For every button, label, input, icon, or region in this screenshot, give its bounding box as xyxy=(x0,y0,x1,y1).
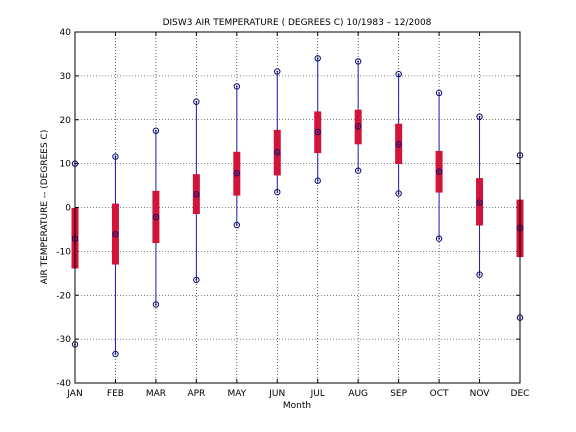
median-marker-oct xyxy=(435,168,443,175)
min-marker-dot-aug xyxy=(357,169,360,172)
y-tick-labels: -40 -30 -20 -10 0 10 20 30 40 xyxy=(56,28,71,389)
y-tick-label: -20 xyxy=(56,291,71,301)
max-marker-dot-feb xyxy=(114,155,117,158)
y-tick-label: -10 xyxy=(56,247,71,257)
x-tick-label: MAY xyxy=(227,389,246,399)
grid xyxy=(74,31,521,384)
min-marker-dot-may xyxy=(235,224,238,226)
markers xyxy=(71,55,524,358)
median-marker-dot-jun xyxy=(276,151,279,154)
median-marker-dot-aug xyxy=(357,125,360,128)
max-marker-jun xyxy=(274,68,281,75)
y-tick-label: 30 xyxy=(60,72,72,82)
max-marker-oct xyxy=(435,89,443,97)
x-tick-label: FEB xyxy=(107,389,124,399)
median-marker-mar xyxy=(152,213,160,221)
median-marker-dot-feb xyxy=(114,233,117,236)
min-marker-mar xyxy=(152,301,160,308)
max-marker-dot-sep xyxy=(397,73,400,76)
min-marker-dot-jun xyxy=(276,191,279,194)
chart-title: DISW3 AIR TEMPERATURE ( DEGREES C) 10/19… xyxy=(163,18,432,28)
max-marker-apr xyxy=(193,98,200,105)
min-marker-dot-mar xyxy=(155,303,157,306)
plot-frame xyxy=(74,31,521,384)
median-marker-sep xyxy=(395,141,402,148)
min-marker-dot-sep xyxy=(397,192,400,195)
x-tick-label: JUN xyxy=(268,389,285,399)
min-marker-dot-jul xyxy=(316,179,319,182)
x-tick-label: JUL xyxy=(310,389,325,399)
max-marker-dot-nov xyxy=(478,115,481,118)
x-axis-title: Month xyxy=(283,401,311,411)
max-marker-sep xyxy=(395,70,402,78)
median-marker-nov xyxy=(476,199,483,206)
median-marker-aug xyxy=(354,123,362,130)
max-marker-dot-jul xyxy=(316,57,319,60)
min-marker-oct xyxy=(435,235,443,242)
x-tick-label: APR xyxy=(187,389,205,399)
median-marker-dot-oct xyxy=(438,170,440,173)
max-marker-dot-mar xyxy=(155,129,157,132)
x-tick-label: DEC xyxy=(511,389,530,399)
median-marker-dot-jul xyxy=(316,131,319,133)
min-marker-sep xyxy=(395,190,402,197)
max-marker-aug xyxy=(354,58,362,65)
min-marker-dot-feb xyxy=(114,353,117,355)
x-tick-label: JAN xyxy=(66,389,82,399)
y-tick-label: -40 xyxy=(56,379,71,389)
x-tick-labels: JAN FEB MAR APR MAY JUN JUL AUG SEP OCT NOV DEC xyxy=(66,389,529,399)
y-tick-label: 20 xyxy=(60,116,72,126)
median-marker-jul xyxy=(314,128,321,136)
median-marker-may xyxy=(233,170,241,177)
max-marker-mar xyxy=(152,127,160,134)
median-marker-dot-sep xyxy=(397,143,400,146)
max-marker-jul xyxy=(314,55,321,62)
min-marker-apr xyxy=(193,276,200,284)
median-marker-dot-nov xyxy=(478,201,481,204)
min-marker-dot-apr xyxy=(195,278,198,281)
x-tick-label: NOV xyxy=(470,389,491,399)
y-tick-label: -30 xyxy=(56,335,71,345)
min-marker-aug xyxy=(354,167,362,174)
y-tick-label: 10 xyxy=(60,160,72,170)
min-marker-feb xyxy=(112,350,119,358)
median-marker-dot-mar xyxy=(155,216,157,219)
boxes xyxy=(71,109,524,269)
x-tick-label: MAR xyxy=(146,389,166,399)
max-marker-may xyxy=(233,83,241,90)
y-axis-title: AIR TEMPERATURE -- (DEGREES C) xyxy=(40,130,50,285)
min-marker-may xyxy=(233,221,241,229)
median-marker-jun xyxy=(274,149,281,156)
max-marker-dot-oct xyxy=(438,92,440,94)
x-tick-label: OCT xyxy=(430,389,449,399)
max-marker-feb xyxy=(112,153,119,160)
whiskers xyxy=(74,58,521,355)
median-marker-apr xyxy=(193,191,200,198)
median-marker-dot-apr xyxy=(195,193,198,196)
max-marker-dot-aug xyxy=(357,60,360,63)
median-marker-dot-may xyxy=(235,172,238,175)
min-marker-jun xyxy=(274,188,281,196)
max-marker-dot-jun xyxy=(276,70,279,73)
max-marker-dot-apr xyxy=(195,100,198,103)
max-marker-dot-may xyxy=(235,85,238,88)
x-tick-label: AUG xyxy=(348,389,368,399)
min-marker-jul xyxy=(314,177,321,184)
y-tick-label: 40 xyxy=(60,28,72,38)
min-marker-nov xyxy=(476,271,483,278)
x-tick-label: SEP xyxy=(390,389,407,399)
min-marker-dot-oct xyxy=(438,237,440,240)
y-tick-label: 0 xyxy=(65,204,71,214)
min-marker-dot-nov xyxy=(478,273,481,276)
max-marker-nov xyxy=(476,113,483,120)
median-marker-feb xyxy=(112,231,119,238)
